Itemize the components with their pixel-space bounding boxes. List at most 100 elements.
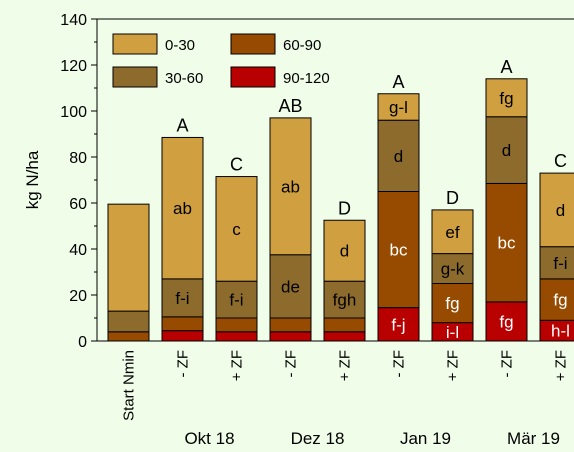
- y-tick-label: 60: [69, 196, 87, 213]
- bar-segment: [161, 316, 204, 332]
- y-tick-label: 0: [78, 334, 87, 351]
- total-letter: D: [446, 188, 459, 208]
- group-label: Okt 18: [184, 429, 234, 448]
- segment-label: d: [556, 201, 565, 220]
- segment-label: f-i: [553, 254, 567, 273]
- total-letter: C: [230, 155, 243, 175]
- legend-label: 60-90: [283, 37, 321, 54]
- x-tick-label: - ZF: [175, 350, 192, 378]
- x-tick-label: - ZF: [391, 350, 408, 378]
- segment-label: f-i: [175, 289, 189, 308]
- x-tick-label: - ZF: [499, 350, 516, 378]
- bar-segment: [539, 246, 574, 280]
- segment-label: d: [394, 147, 403, 166]
- bar-segment: [431, 209, 474, 255]
- segment-label: g-k: [441, 260, 465, 279]
- total-letter: A: [500, 57, 512, 77]
- bar-segment: [269, 117, 312, 256]
- bar-segment: [485, 182, 528, 303]
- bar-segment: [215, 317, 258, 333]
- segment-label: fg: [553, 291, 567, 310]
- bar-segment: [377, 93, 420, 121]
- segment-label: de: [281, 277, 300, 296]
- bar-segment: [269, 254, 312, 319]
- x-tick-label: Start Nmin: [121, 350, 138, 421]
- y-tick-label: 80: [69, 150, 87, 167]
- bar-segment: [215, 331, 258, 342]
- y-tick-label: 40: [69, 242, 87, 259]
- x-tick-label: - ZF: [283, 350, 300, 378]
- bar-segment: [107, 310, 150, 333]
- legend: 0-30 60-90 30-60 90-120: [112, 33, 330, 88]
- segment-label: bc: [498, 234, 516, 253]
- bar-segment: [539, 172, 574, 248]
- bar-segment: [107, 203, 150, 312]
- bar-segment: [323, 317, 366, 333]
- bar-segment: [161, 330, 204, 342]
- bar-segment: [323, 331, 366, 342]
- segment-label: ef: [445, 223, 459, 242]
- group-label: Jan 19: [400, 429, 451, 448]
- legend-swatch: [112, 33, 158, 55]
- bar-segment: [431, 283, 474, 324]
- bar-segment: [377, 191, 420, 309]
- total-letter: AB: [278, 96, 302, 116]
- bar-segment: [269, 317, 312, 333]
- legend-swatch: [230, 33, 276, 55]
- segment-label: h-l: [551, 322, 570, 341]
- bar-segment: [485, 78, 528, 118]
- segment-label: f-j: [391, 315, 405, 334]
- segment-label: f-i: [229, 291, 243, 310]
- bar-segment: [269, 331, 312, 342]
- legend-label: 90-120: [283, 70, 330, 87]
- axis-layer: 0 20 40 60 80 100 120 140 kg N/ha Start Nmin - ZF +…: [23, 12, 574, 448]
- bar-segment: [539, 278, 574, 321]
- bar-segment: [431, 253, 474, 285]
- bar-segment: [377, 119, 420, 192]
- y-tick-label: 20: [69, 288, 87, 305]
- total-letter: A: [392, 72, 404, 92]
- x-tick-label: + ZF: [229, 350, 246, 381]
- legend-label: 30-60: [165, 70, 203, 87]
- group-label: Mär 19: [507, 429, 560, 448]
- bar-segment: [215, 280, 258, 319]
- total-letter: C: [554, 151, 567, 171]
- bar-segment: [161, 136, 204, 280]
- segment-label: fgh: [333, 291, 357, 310]
- segment-label: fg: [499, 312, 513, 331]
- y-tick-label: 120: [60, 58, 87, 75]
- x-tick-label: + ZF: [337, 350, 354, 381]
- segment-label: i-l: [446, 323, 459, 342]
- bar-segment: [107, 331, 150, 342]
- bar-segment: [377, 307, 420, 342]
- x-tick-label: + ZF: [445, 350, 462, 381]
- total-letter: D: [338, 198, 351, 218]
- segment-label: ab: [281, 177, 300, 196]
- segment-label: ab: [173, 199, 192, 218]
- x-tick-label: + ZF: [553, 350, 570, 381]
- bars-layer: [107, 78, 574, 342]
- segment-label: fg: [499, 89, 513, 108]
- bar-segment: [215, 176, 258, 282]
- group-label: Dez 18: [291, 429, 345, 448]
- bar-segment: [323, 219, 366, 282]
- bar-segment: [161, 278, 204, 318]
- y-axis-title: kg N/ha: [23, 150, 42, 209]
- legend-swatch: [112, 66, 158, 88]
- segment-label: g-l: [389, 98, 408, 117]
- segment-label: d: [502, 141, 511, 160]
- segment-label: fg: [445, 294, 459, 313]
- legend-swatch: [230, 66, 276, 88]
- y-tick-label: 140: [60, 12, 87, 29]
- segment-label: d: [340, 242, 349, 261]
- bar-segment: [485, 116, 528, 184]
- y-tick-label: 100: [60, 104, 87, 121]
- segment-label: bc: [390, 241, 408, 260]
- legend-label: 0-30: [165, 37, 195, 54]
- bar-segment: [323, 280, 366, 319]
- segment-label: c: [232, 220, 241, 239]
- label-layer: f-i ab Af-i c Cde ab AB fgh d Df-j bc d g-l Ai-l fg g-k…: [173, 57, 570, 342]
- total-letter: A: [176, 115, 188, 135]
